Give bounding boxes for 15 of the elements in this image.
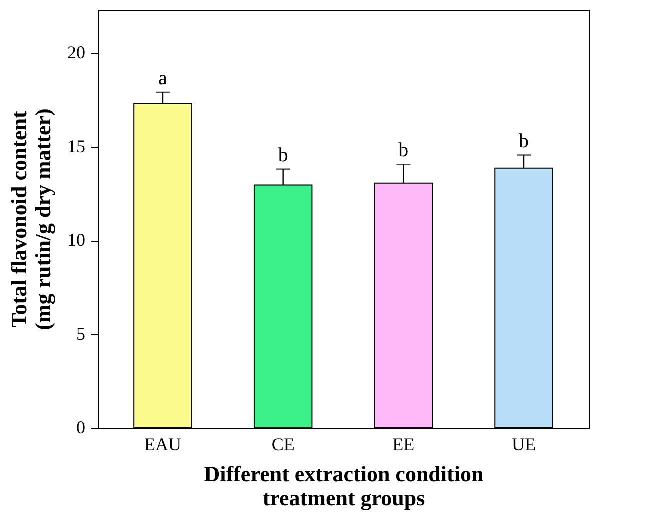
x-axis-title: Different extraction condition treatment groups — [204, 462, 484, 510]
y-tick-label: 5 — [76, 324, 86, 344]
y-axis-title: Total flavonoid content (mg rutin/g dry matter) — [6, 108, 56, 330]
y-tick-label: 10 — [68, 230, 86, 250]
y-tick-label: 15 — [68, 136, 86, 156]
x-tick-label: CE — [272, 434, 295, 454]
annotation: b — [519, 130, 530, 152]
annotation: a — [158, 67, 168, 90]
annotation: b — [398, 140, 409, 162]
y-tick-label: 0 — [76, 418, 86, 438]
x-tick-label: EE — [392, 434, 415, 454]
y-tick-label: 20 — [68, 42, 86, 63]
x-tick-label: EAU — [144, 434, 182, 454]
x-tick-label: UE — [512, 434, 536, 454]
annotation: b — [278, 144, 288, 166]
